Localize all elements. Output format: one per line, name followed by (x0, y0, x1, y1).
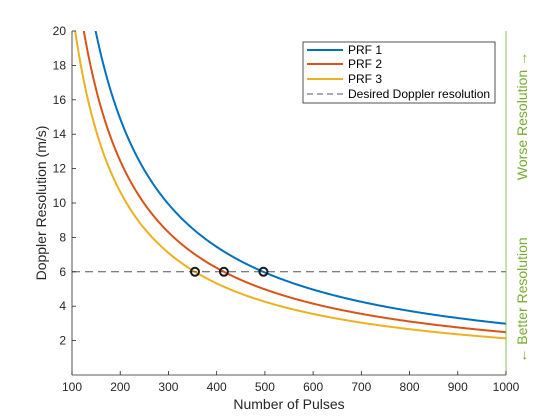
legend-entry-prf-2: PRF 2 (348, 57, 382, 71)
y-tick-label-6: 6 (59, 265, 66, 279)
x-axis-label: Number of Pulses (233, 396, 344, 412)
legend-entry-prf-1: PRF 1 (348, 43, 382, 57)
y-tick-label-4: 4 (59, 299, 66, 313)
legend-entry-prf-3: PRF 3 (348, 72, 382, 86)
x-tick-label-500: 500 (255, 380, 275, 394)
y-tick-label-12: 12 (53, 162, 67, 176)
legend-box (302, 41, 496, 104)
series-line-prf-1 (94, 31, 506, 325)
x-tick-label-600: 600 (303, 380, 323, 394)
x-tick-group: 100 200 300 400 500 600 700 800 900 1000 (62, 371, 520, 394)
y-tick-label-14: 14 (53, 127, 67, 141)
y-tick-label-20: 20 (53, 24, 67, 38)
x-tick-label-100: 100 (62, 380, 82, 394)
series-line-prf-2 (82, 31, 506, 334)
series-lines (74, 31, 506, 340)
y-tick-label-18: 18 (53, 58, 67, 72)
y-tick-group: 2 4 6 8 10 12 14 16 18 20 (53, 24, 76, 348)
x-tick-label-400: 400 (207, 380, 227, 394)
y-tick-label-10: 10 (53, 196, 67, 210)
legend-entry-desired-resolution: Desired Doppler resolution (348, 87, 490, 101)
x-tick-label-800: 800 (400, 380, 420, 394)
legend: PRF 1 PRF 2 PRF 3 Desired Doppler resolu… (302, 41, 496, 104)
intersection-marker-1 (189, 266, 200, 277)
y-axis-label: Doppler Resolution (m/s) (33, 126, 49, 281)
y-tick-label-16: 16 (53, 93, 67, 107)
x-tick-label-1000: 1000 (493, 380, 520, 394)
intersection-marker-3 (258, 266, 269, 277)
series-line-prf-3 (74, 31, 506, 340)
x-tick-label-200: 200 (110, 380, 130, 394)
intersection-markers (189, 266, 269, 277)
y-tick-label-2: 2 (59, 334, 66, 348)
y-tick-label-8: 8 (59, 230, 66, 244)
better-resolution-label: ← Better Resolution (514, 237, 530, 362)
intersection-marker-2 (218, 266, 229, 277)
x-tick-label-700: 700 (351, 380, 371, 394)
x-tick-label-900: 900 (448, 380, 468, 394)
worse-resolution-label: Worse Resolution → (514, 52, 530, 180)
x-tick-label-300: 300 (158, 380, 178, 394)
